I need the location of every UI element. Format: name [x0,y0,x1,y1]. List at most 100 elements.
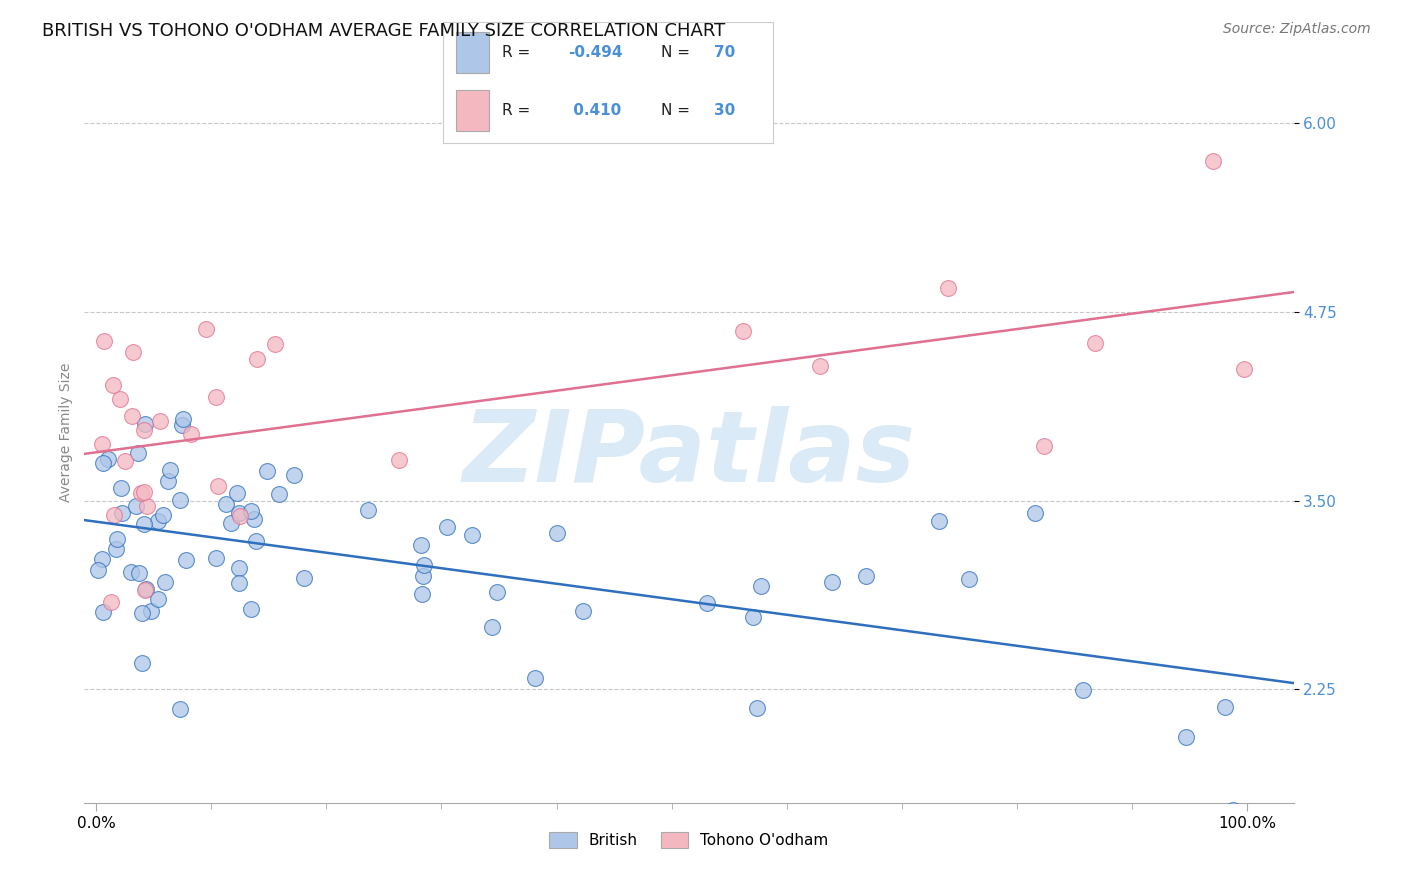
Text: 0.410: 0.410 [568,103,621,118]
Point [91,552,114,566]
Point [134,583,156,598]
Point [170,418,193,433]
Text: N =: N = [661,103,695,118]
Text: N =: N = [661,45,695,60]
Point [221,516,243,530]
Point [125,500,148,514]
Point [172,411,194,425]
FancyBboxPatch shape [456,32,489,73]
Point [114,454,136,468]
Point [1071,683,1094,698]
Point [572,604,595,618]
Point [159,463,181,477]
Text: R =: R = [502,103,536,118]
Point [1024,506,1046,520]
Point [205,391,228,405]
Point [742,610,765,624]
Y-axis label: Average Family Size: Average Family Size [59,363,73,502]
Point [411,587,433,601]
Point [180,426,202,441]
Point [153,575,176,590]
Point [108,392,131,406]
Point [169,492,191,507]
Point [523,671,546,685]
Point [267,486,290,500]
Point [146,514,169,528]
Text: ZIPatlas: ZIPatlas [463,407,915,503]
Text: Source: ZipAtlas.com: Source: ZipAtlas.com [1223,22,1371,37]
Point [131,656,153,670]
Point [110,481,132,495]
Point [245,533,267,548]
Point [436,520,458,534]
Point [957,572,980,586]
Point [90,437,112,451]
Point [1202,153,1225,168]
Point [283,468,305,483]
Point [103,508,125,522]
Point [749,579,772,593]
Point [135,582,157,596]
Point [357,502,380,516]
Point [169,701,191,715]
Point [256,465,278,479]
Text: 30: 30 [714,103,735,118]
Text: 70: 70 [714,45,735,60]
Point [413,558,436,572]
Legend: British, Tohono O'odham: British, Tohono O'odham [543,826,835,855]
Point [128,566,150,580]
Point [100,595,122,609]
Point [928,514,950,528]
Point [745,701,768,715]
Point [131,607,153,621]
Point [132,423,155,437]
Text: R =: R = [502,45,536,60]
Point [696,596,718,610]
Point [243,512,266,526]
Point [292,571,315,585]
Point [228,506,250,520]
Point [148,592,170,607]
Point [105,532,128,546]
Point [205,550,228,565]
Point [245,352,267,367]
Point [136,499,159,513]
Point [207,479,229,493]
Point [461,528,484,542]
Point [820,574,842,589]
FancyBboxPatch shape [456,90,489,130]
Point [485,585,508,599]
Point [195,321,218,335]
Point [121,409,143,423]
Point [127,446,149,460]
Point [120,565,142,579]
Point [91,456,114,470]
Point [1032,439,1054,453]
Point [97,451,120,466]
Point [134,417,156,431]
Point [263,337,285,351]
Point [174,553,197,567]
Point [481,619,503,633]
Point [111,507,134,521]
Point [215,497,238,511]
Point [1213,699,1236,714]
Point [122,344,145,359]
Point [93,334,115,348]
Point [239,602,262,616]
Point [412,569,434,583]
Point [1175,730,1198,744]
Point [229,508,252,523]
Point [129,486,152,500]
Point [228,561,250,575]
Point [141,604,163,618]
Point [104,542,127,557]
Point [152,508,174,523]
Point [388,453,411,467]
Point [1233,362,1256,376]
Point [228,576,250,591]
Point [156,474,179,488]
Point [936,281,959,295]
Point [733,324,755,338]
Point [87,563,110,577]
